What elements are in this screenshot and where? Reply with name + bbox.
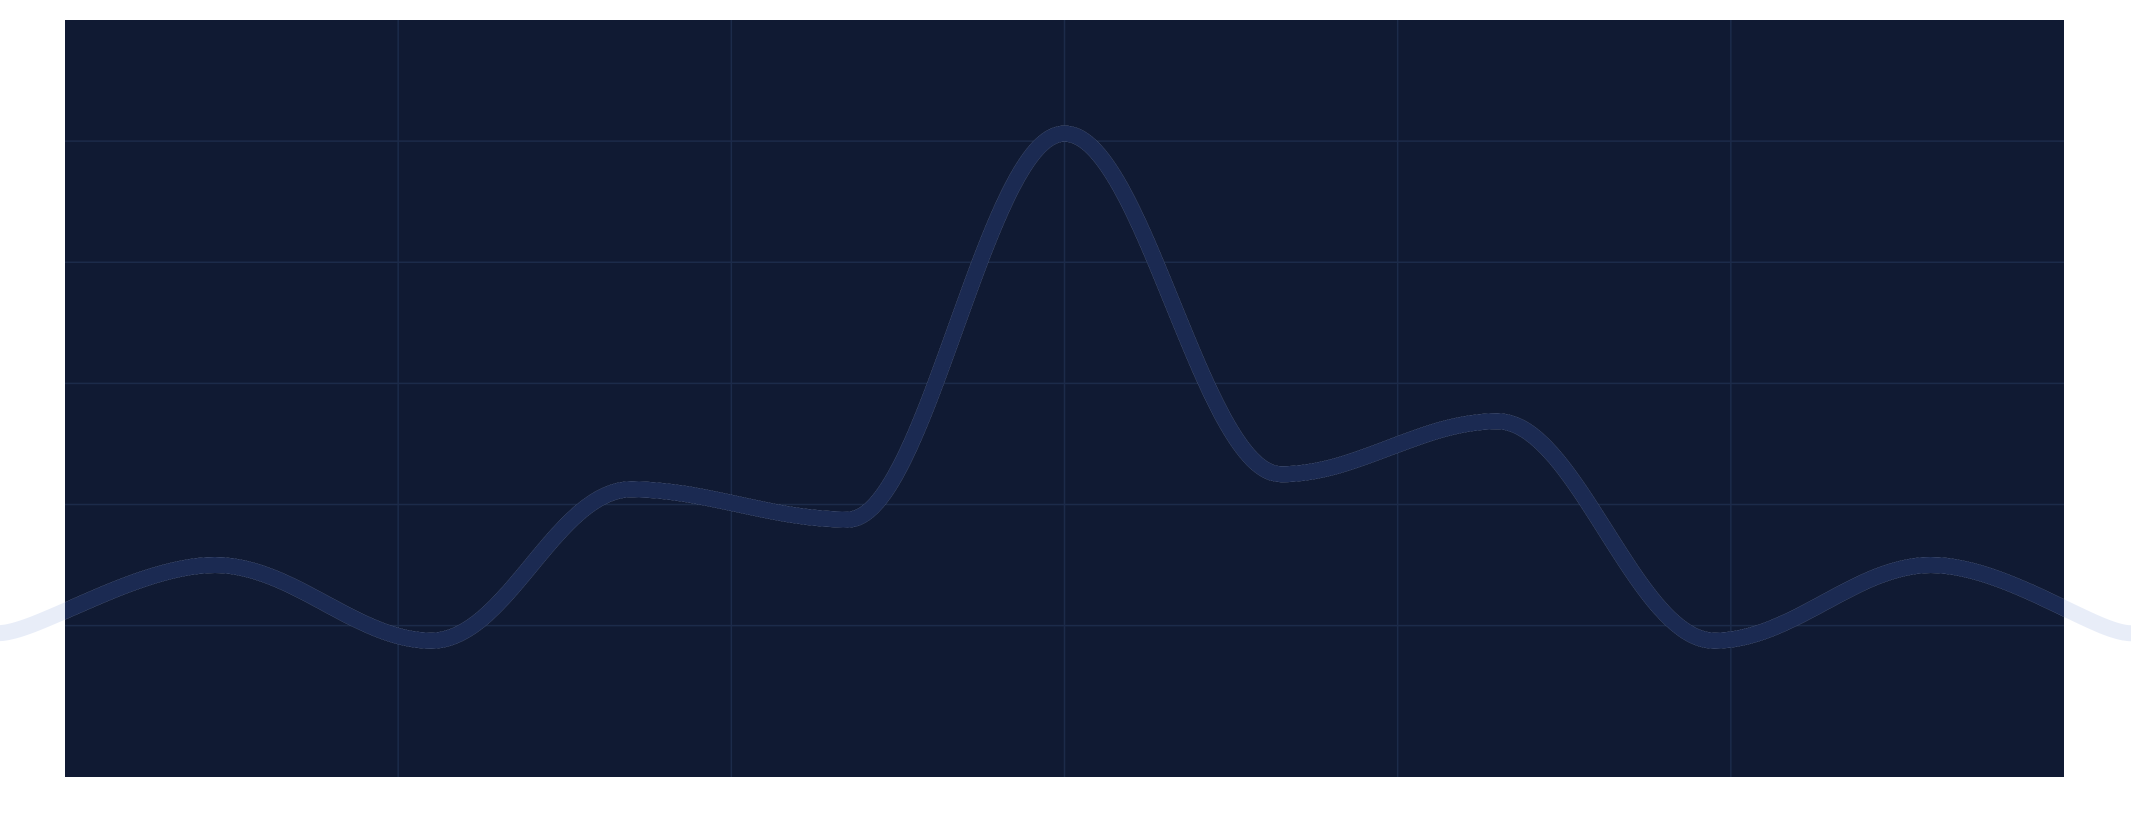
- series-line-inside-panel: [65, 125, 2064, 649]
- vertical-gridlines: [397, 20, 1732, 777]
- series-line: [65, 125, 2064, 649]
